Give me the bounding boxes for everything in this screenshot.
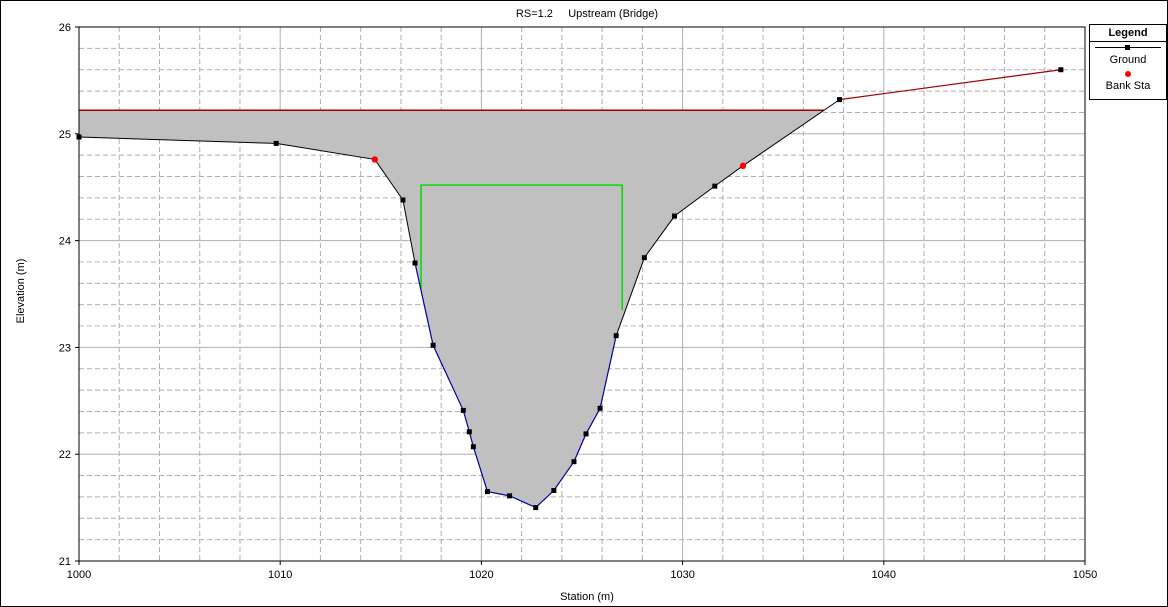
ground-point bbox=[1058, 67, 1064, 73]
ground-line-overbank bbox=[839, 69, 1061, 101]
y-tick-label: 23 bbox=[59, 342, 71, 354]
plot-border bbox=[78, 26, 1086, 562]
ground-point bbox=[273, 140, 279, 146]
y-tick-label: 25 bbox=[59, 129, 71, 141]
ground-point bbox=[641, 255, 647, 261]
y-tick-label: 21 bbox=[59, 556, 71, 568]
ground-point bbox=[551, 488, 557, 494]
ground-point bbox=[712, 183, 718, 189]
legend-title: Legend bbox=[1090, 25, 1166, 42]
ground-line-right bbox=[615, 99, 840, 336]
ground-point bbox=[613, 333, 619, 339]
ground-point bbox=[837, 97, 843, 103]
ground-point bbox=[583, 431, 589, 437]
ground-point bbox=[507, 493, 513, 499]
ground-point bbox=[533, 505, 539, 511]
y-tick-label: 24 bbox=[59, 236, 71, 248]
x-tick-label: 1010 bbox=[268, 569, 292, 581]
ground-point bbox=[672, 213, 678, 219]
legend-label-ground: Ground bbox=[1109, 54, 1147, 66]
ground-point bbox=[470, 444, 476, 450]
x-tick-label: 1030 bbox=[670, 569, 694, 581]
y-axis-label: Elevation (m) bbox=[15, 259, 27, 324]
ground-point bbox=[597, 405, 603, 411]
bridge-deck-line bbox=[420, 184, 623, 311]
ground-point bbox=[466, 429, 472, 435]
legend-entry-bank-sta: Bank Sta bbox=[1090, 68, 1166, 94]
axes: 1000 1010 1020 1030 1040 1050 21 22 23 24 25 26 bbox=[59, 22, 1097, 581]
water-fill-area bbox=[79, 110, 824, 508]
x-tick-label: 1050 bbox=[1073, 569, 1097, 581]
ground-point bbox=[430, 342, 436, 348]
legend: Legend Ground Bank Sta bbox=[1089, 24, 1167, 100]
bank-sta-point bbox=[371, 156, 378, 163]
ground-point bbox=[412, 260, 418, 266]
chart-title: RS=1.2 Upstream (Bridge) bbox=[516, 8, 658, 20]
bank-sta-point bbox=[739, 162, 747, 170]
ground-point bbox=[571, 459, 577, 465]
ground-point bbox=[484, 489, 490, 495]
water-area bbox=[79, 110, 824, 508]
x-tick-label: 1020 bbox=[469, 569, 493, 581]
ground-point bbox=[460, 407, 466, 413]
ground-marker-symbol bbox=[1125, 45, 1130, 50]
y-tick-label: 22 bbox=[59, 449, 71, 461]
legend-label-bank-sta: Bank Sta bbox=[1105, 80, 1151, 92]
x-tick-label: 1040 bbox=[872, 569, 896, 581]
x-axis-label: Station (m) bbox=[560, 591, 614, 603]
y-tick-label: 26 bbox=[59, 22, 71, 34]
bank-sta-marker-symbol bbox=[1125, 71, 1131, 77]
x-tick-label: 1000 bbox=[67, 569, 91, 581]
ground-point bbox=[400, 197, 406, 203]
legend-entry-ground: Ground bbox=[1090, 42, 1166, 68]
data-points bbox=[76, 67, 1064, 511]
